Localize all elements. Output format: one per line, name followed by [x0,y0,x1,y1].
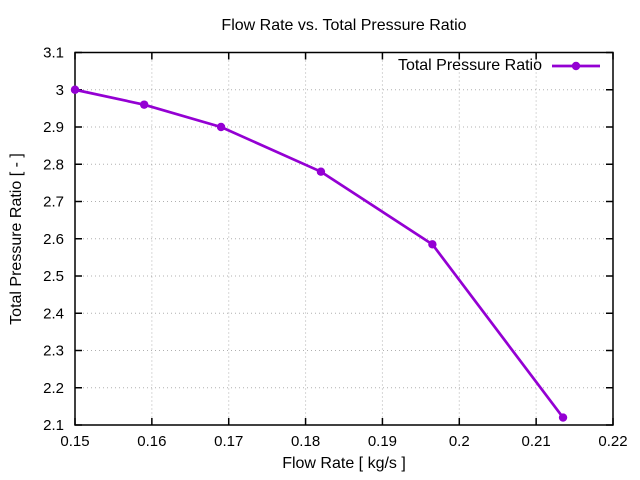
y-tick-label: 2.2 [43,380,64,397]
data-point-marker [216,122,226,132]
data-point-marker [70,85,80,94]
x-tick-label: 0.18 [291,433,320,450]
data-point-marker [316,167,326,176]
data-point-marker [558,413,568,422]
legend-label: Total Pressure Ratio [397,57,542,74]
y-tick-label: 2.9 [43,119,64,136]
legend: Total Pressure Ratio [398,58,600,74]
y-tick-label: 2.6 [43,231,64,248]
data-point-marker [428,240,437,249]
x-tick-label: 0.16 [137,433,166,450]
x-tick-label: 0.21 [522,433,551,450]
x-axis-label: Flow Rate [ kg/s ] [282,455,406,472]
y-tick-label: 2.5 [43,268,64,285]
x-tick-label: 0.2 [449,433,470,450]
legend-line-sample-icon [552,61,600,71]
data-point-marker [139,100,149,109]
y-tick-label: 2.1 [43,417,64,434]
y-tick-label: 2.4 [43,305,64,322]
y-tick-label: 3.1 [43,45,64,62]
y-axis-label: Total Pressure Ratio [ - ] [8,153,25,325]
x-tick-label: 0.15 [60,433,89,450]
series-line [73,88,565,419]
x-tick-label: 0.17 [214,433,243,450]
y-tick-label: 3 [56,82,64,99]
y-tick-label: 2.7 [43,194,64,211]
y-tick-label: 2.8 [43,156,64,173]
x-tick-label: 0.22 [598,433,627,450]
y-tick-label: 2.3 [43,343,64,360]
chart-title: Flow Rate vs. Total Pressure Ratio [221,17,467,34]
x-tick-label: 0.19 [368,433,397,450]
